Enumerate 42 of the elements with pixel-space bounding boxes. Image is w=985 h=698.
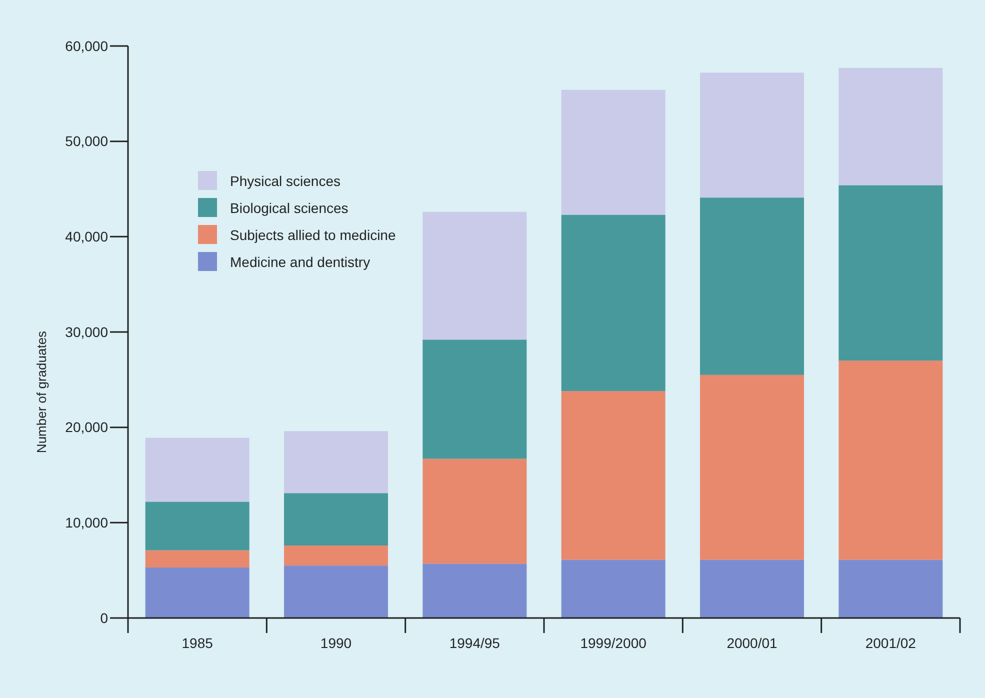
bar: [145, 438, 250, 502]
bar: [145, 567, 250, 618]
bar: [422, 458, 527, 564]
bar: [700, 560, 804, 618]
y-tick-label: 10,000: [65, 514, 108, 531]
y-tick-label: 30,000: [65, 324, 108, 340]
bar: [838, 185, 943, 361]
bar: [561, 90, 666, 215]
x-tick-label: 2001/02: [865, 635, 916, 651]
bar: [838, 68, 943, 186]
bar: [838, 560, 943, 618]
y-tick-label: 60,000: [65, 38, 108, 54]
bar: [700, 72, 804, 198]
y-tick-label: 0: [100, 610, 108, 626]
x-tick-label: 2000/01: [726, 635, 778, 651]
bar: [284, 431, 388, 494]
y-tick-label: 40,000: [65, 228, 108, 245]
bar: [284, 493, 388, 546]
bar: [145, 550, 250, 568]
bar: [422, 564, 527, 618]
legend-label: Subjects allied to medicine: [230, 226, 396, 243]
bar: [145, 502, 250, 550]
legend-label: Medicine and dentistry: [230, 254, 370, 270]
bar: [838, 360, 943, 560]
bar: [284, 566, 388, 618]
x-tick-label: 1990: [320, 635, 352, 651]
x-tick-label: 1985: [182, 635, 214, 651]
bar: [700, 374, 804, 560]
y-axis-title: Number of graduates: [34, 330, 49, 454]
y-tick-label: 20,000: [65, 419, 108, 436]
bar: [422, 212, 527, 340]
bar: [700, 198, 804, 375]
x-tick-label: 1999/2000: [580, 635, 647, 651]
y-tick-label: 50,000: [65, 133, 108, 150]
bar: [561, 560, 666, 618]
bar: [422, 340, 527, 459]
legend-label: Physical sciences: [230, 172, 340, 189]
legend-label: Biological sciences: [230, 200, 348, 216]
bar: [561, 391, 666, 560]
x-tick-label: 1994/95: [449, 635, 500, 651]
bar: [561, 214, 666, 392]
bar: [284, 546, 388, 566]
